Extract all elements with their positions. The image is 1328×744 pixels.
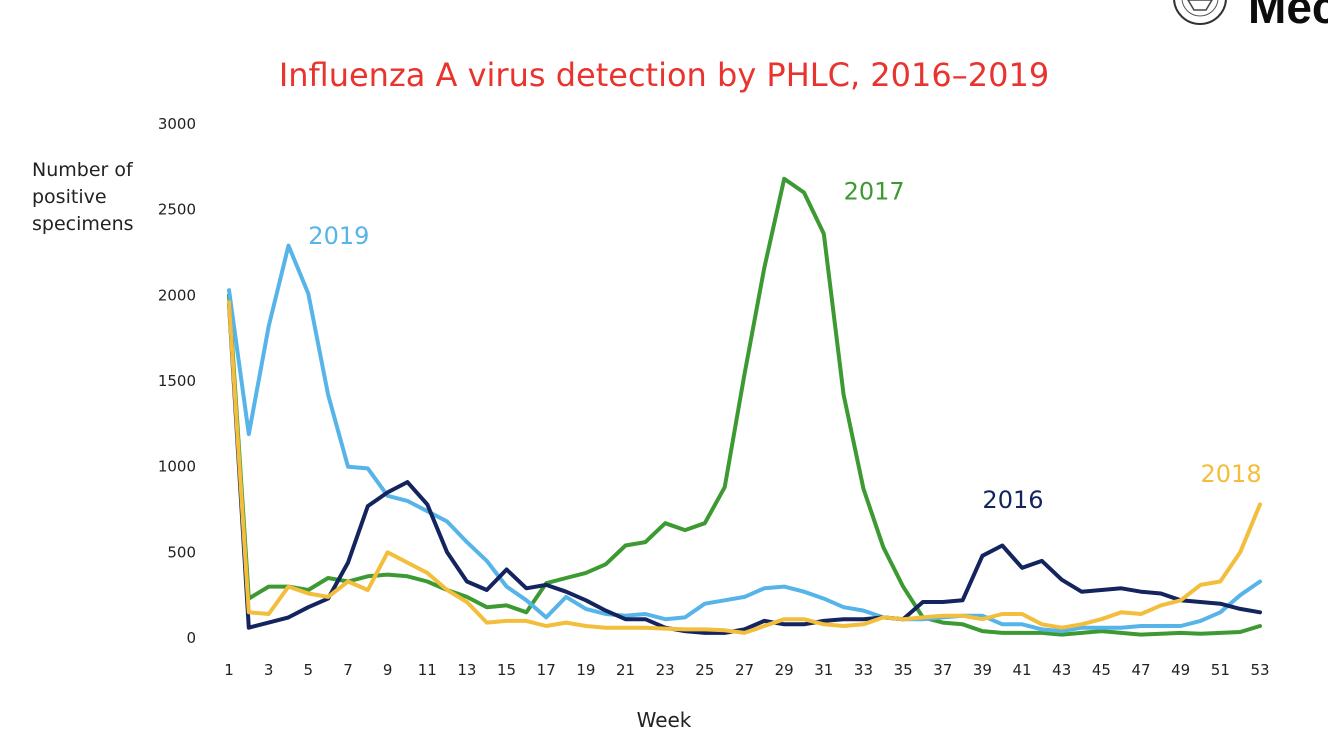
x-tick-label: 27 <box>735 661 754 679</box>
x-tick-label: 29 <box>775 661 794 679</box>
x-tick-label: 43 <box>1052 661 1071 679</box>
series-label-2019: 2019 <box>308 222 369 250</box>
series-lines <box>227 176 1262 637</box>
x-tick-label: 15 <box>497 661 516 679</box>
x-tick-label: 39 <box>973 661 992 679</box>
y-tick-label: 1500 <box>158 372 196 390</box>
x-tick-label: 31 <box>814 661 833 679</box>
x-tick-label: 47 <box>1131 661 1150 679</box>
x-tick-label: 21 <box>616 661 635 679</box>
logo-text: Mec <box>1248 0 1328 28</box>
x-tick-label: 41 <box>1013 661 1032 679</box>
x-tick-label: 53 <box>1250 661 1269 679</box>
y-axis-ticks: 0 500 1000 1500 2000 2500 3000 <box>158 115 196 647</box>
series-line-2018 <box>227 300 1262 635</box>
y-tick-label: 1000 <box>158 458 196 476</box>
series-line-2016 <box>227 301 1262 635</box>
x-tick-label: 3 <box>264 661 274 679</box>
x-tick-label: 13 <box>457 661 476 679</box>
y-tick-label: 500 <box>167 543 196 561</box>
x-tick-label: 35 <box>894 661 913 679</box>
logo: Mec <box>1160 0 1328 28</box>
x-tick-label: 1 <box>224 661 234 679</box>
x-tick-label: 9 <box>383 661 393 679</box>
x-tick-label: 25 <box>695 661 714 679</box>
y-tick-label: 2500 <box>158 201 196 219</box>
y-axis-label: Number of positive specimens <box>32 159 134 235</box>
x-tick-label: 45 <box>1092 661 1111 679</box>
y-tick-label: 2000 <box>158 286 196 304</box>
x-tick-label: 49 <box>1171 661 1190 679</box>
x-tick-label: 51 <box>1211 661 1230 679</box>
seal-icon <box>1173 0 1227 25</box>
series-labels: 2019 2017 2016 2018 <box>308 177 1261 513</box>
x-tick-label: 23 <box>656 661 675 679</box>
series-line-2019 <box>227 243 1262 634</box>
y-tick-label: 0 <box>186 629 196 647</box>
series-label-2017: 2017 <box>844 177 905 205</box>
x-tick-label: 5 <box>304 661 314 679</box>
x-tick-label: 17 <box>537 661 556 679</box>
series-label-2018: 2018 <box>1201 460 1262 488</box>
series-label-2016: 2016 <box>982 486 1043 514</box>
x-axis-label: Week <box>636 708 692 732</box>
x-axis-ticks: 1 3 5 7 9 11 13 15 17 19 21 23 25 27 29 31 33 35 37 39 41 43 4… <box>224 661 1269 679</box>
x-tick-label: 11 <box>418 661 437 679</box>
y-tick-label: 3000 <box>158 115 196 133</box>
series-line-2017 <box>227 176 1262 637</box>
x-tick-label: 37 <box>933 661 952 679</box>
x-tick-label: 7 <box>343 661 353 679</box>
x-tick-label: 33 <box>854 661 873 679</box>
chart-title: Influenza A virus detection by PHLC, 201… <box>278 56 1050 94</box>
x-tick-label: 19 <box>576 661 595 679</box>
